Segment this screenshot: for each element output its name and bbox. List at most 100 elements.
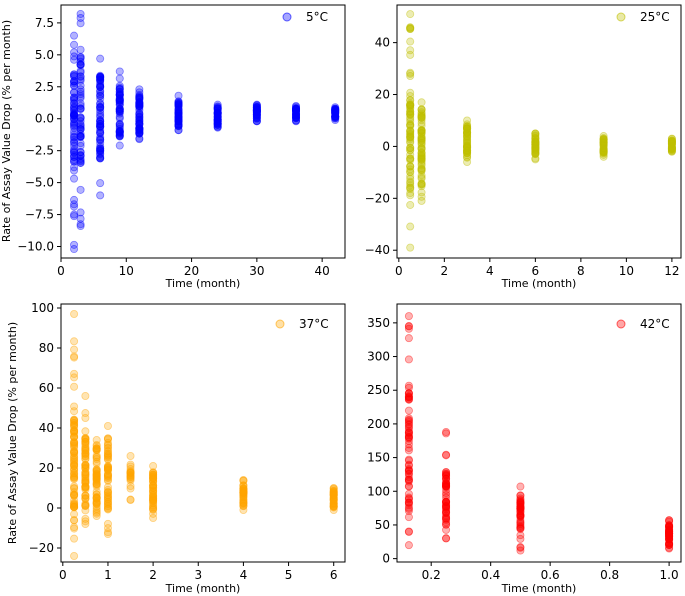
y-tick-label: −5.0 [25, 176, 54, 190]
data-point [149, 470, 158, 479]
data-point [103, 473, 112, 482]
data-point [76, 13, 85, 22]
data-point [516, 512, 525, 521]
data-point [239, 487, 248, 496]
data-point [665, 543, 674, 552]
data-point [174, 112, 183, 121]
data-point [329, 502, 338, 511]
data-point [103, 452, 112, 461]
data-point [115, 141, 124, 150]
data-point [442, 482, 451, 491]
data-point [442, 520, 451, 529]
data-point [81, 514, 90, 523]
data-point [667, 139, 676, 148]
data-point [292, 106, 301, 115]
data-point [92, 452, 101, 461]
data-point [331, 112, 340, 121]
data-point [174, 118, 183, 127]
data-point [70, 453, 79, 462]
x-tick-label: 0.8 [600, 568, 619, 582]
data-point [103, 472, 112, 481]
data-point [331, 107, 340, 116]
legend: 37°C [275, 317, 329, 331]
legend-marker [282, 12, 292, 22]
data-point [96, 149, 105, 158]
data-point [149, 472, 158, 481]
data-point [667, 144, 676, 153]
data-point [665, 522, 674, 531]
y-tick-label: 0 [382, 552, 390, 566]
data-point [417, 150, 426, 159]
data-point [531, 139, 540, 148]
data-point [329, 483, 338, 492]
data-point [135, 116, 144, 125]
data-point [516, 498, 525, 507]
data-point [292, 113, 301, 122]
data-point [135, 119, 144, 128]
data-point [665, 531, 674, 540]
data-point [404, 394, 413, 403]
data-point [239, 484, 248, 493]
data-point [531, 145, 540, 154]
data-point [103, 438, 112, 447]
data-point [92, 469, 101, 478]
data-point [126, 469, 135, 478]
data-point [331, 108, 340, 117]
data-point [463, 146, 472, 155]
data-point [331, 106, 340, 115]
y-tick-label: 20 [375, 88, 390, 102]
data-point [239, 488, 248, 497]
data-point [516, 507, 525, 516]
data-point [417, 148, 426, 157]
data-point [516, 502, 525, 511]
x-axis-label: Time (month) [165, 277, 241, 290]
data-point [442, 498, 451, 507]
data-point [531, 142, 540, 151]
data-point [417, 154, 426, 163]
data-point [96, 120, 105, 129]
data-point [70, 212, 79, 221]
data-point [81, 444, 90, 453]
data-point [70, 102, 79, 111]
data-point [516, 504, 525, 513]
data-point [70, 441, 79, 450]
data-point [70, 111, 79, 120]
data-point [404, 477, 413, 486]
data-point [126, 468, 135, 477]
data-point [70, 439, 79, 448]
data-point [531, 140, 540, 149]
data-point [463, 139, 472, 148]
data-point [667, 136, 676, 145]
data-point [70, 71, 79, 80]
data-point [442, 482, 451, 491]
data-point [174, 111, 183, 120]
data-point [81, 464, 90, 473]
data-point [463, 148, 472, 157]
data-point [252, 105, 261, 114]
data-point [213, 115, 222, 124]
data-point [103, 464, 112, 473]
data-point [92, 494, 101, 503]
data-point [92, 487, 101, 496]
data-point [252, 106, 261, 115]
data-point [149, 496, 158, 505]
data-point [76, 90, 85, 99]
data-point [329, 505, 338, 514]
data-point [667, 146, 676, 155]
data-point [665, 521, 674, 530]
data-point [70, 510, 79, 519]
data-point [96, 82, 105, 91]
data-point [442, 429, 451, 438]
data-point [417, 157, 426, 166]
data-point [463, 143, 472, 152]
data-point [70, 106, 79, 115]
data-point [442, 485, 451, 494]
data-point [329, 492, 338, 501]
data-point [70, 157, 79, 166]
data-point [463, 116, 472, 125]
data-point [667, 142, 676, 151]
data-point [149, 474, 158, 483]
data-point [135, 102, 144, 111]
data-point [81, 442, 90, 451]
